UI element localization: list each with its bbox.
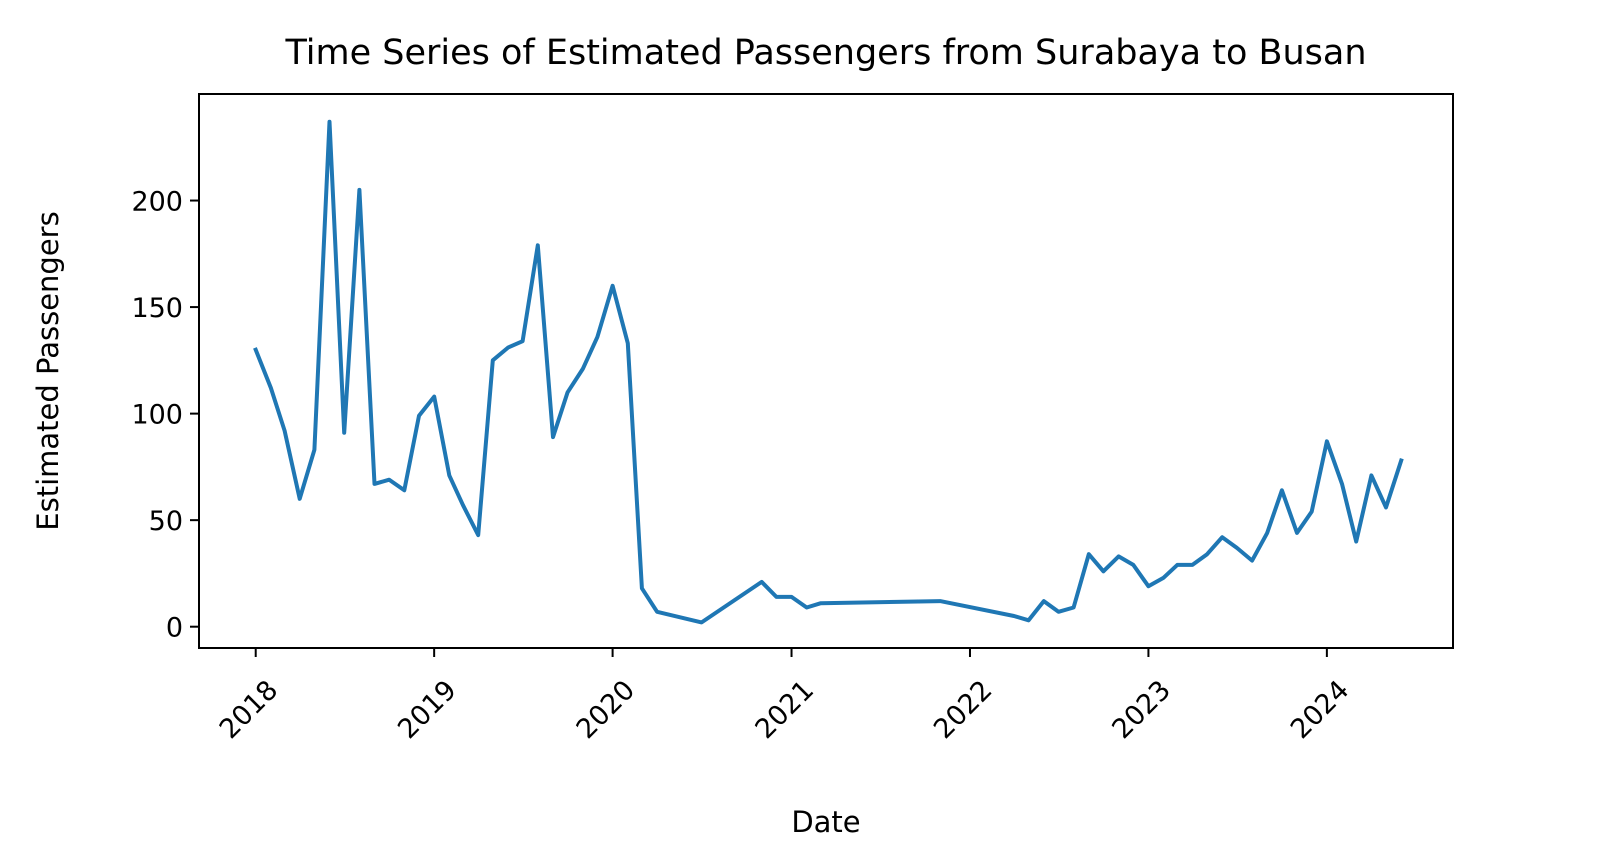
x-axis-ticks: 2018 2019 2020 2021 2022 2023 2024 xyxy=(214,648,1356,746)
x-tick-label: 2019 xyxy=(392,675,463,746)
y-tick-label: 100 xyxy=(131,400,183,431)
x-tick-label: 2021 xyxy=(750,675,821,746)
y-tick-label: 200 xyxy=(131,187,183,218)
series-line xyxy=(253,119,1404,625)
y-tick-label: 50 xyxy=(149,506,183,537)
y-axis-ticks: 0 50 100 150 200 xyxy=(131,187,199,644)
x-tick-label: 2023 xyxy=(1106,675,1177,746)
x-tick-label: 2022 xyxy=(928,675,999,746)
x-tick-label: 2020 xyxy=(571,675,642,746)
x-tick-label: 2024 xyxy=(1285,675,1356,746)
x-axis-label: Date xyxy=(791,805,860,839)
chart-title: Time Series of Estimated Passengers from… xyxy=(284,33,1366,73)
y-axis-label: Estimated Passengers xyxy=(31,211,65,530)
x-tick-label: 2018 xyxy=(214,675,285,746)
y-tick-label: 150 xyxy=(131,293,183,324)
y-tick-label: 0 xyxy=(166,613,183,644)
plot-frame xyxy=(198,93,1454,649)
